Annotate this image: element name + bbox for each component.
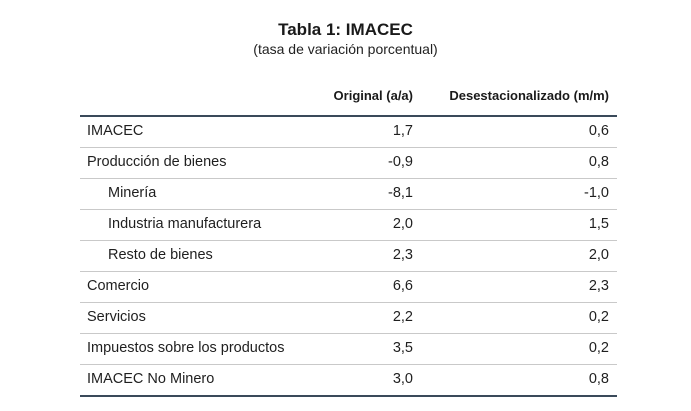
row-desest-value: 0,2 <box>588 340 609 356</box>
table-row: Minería -8,1 -1,0 <box>80 179 617 210</box>
imacec-table: Original (a/a) Desestacionalizado (m/m) … <box>80 84 617 397</box>
row-desest-value: -1,0 <box>584 185 609 201</box>
row-label: Impuestos sobre los productos <box>87 340 285 356</box>
table-row: IMACEC 1,7 0,6 <box>80 117 617 148</box>
row-label: Minería <box>108 185 157 201</box>
row-label: IMACEC No Minero <box>87 371 215 387</box>
table-row: Producción de bienes -0,9 0,8 <box>80 148 617 179</box>
column-header-original: Original (a/a) <box>333 88 413 103</box>
table-row: Resto de bienes 2,3 2,0 <box>80 241 617 272</box>
row-label: Industria manufacturera <box>108 216 262 232</box>
row-label: Servicios <box>87 309 146 325</box>
row-desest-value: 0,6 <box>588 123 609 139</box>
row-desest-value: 0,2 <box>588 309 609 325</box>
table-row: Comercio 6,6 2,3 <box>80 272 617 303</box>
row-original-value: 3,0 <box>392 371 413 387</box>
row-label: Producción de bienes <box>87 154 227 170</box>
table-header: Original (a/a) Desestacionalizado (m/m) <box>80 84 617 112</box>
row-desest-value: 0,8 <box>588 371 609 387</box>
row-label: Comercio <box>87 278 150 294</box>
row-original-value: 2,0 <box>392 216 413 232</box>
row-desest-value: 1,5 <box>588 216 609 232</box>
table-row: Impuestos sobre los productos 3,5 0,2 <box>80 334 617 365</box>
table-top-rule <box>80 115 617 117</box>
row-original-value: 2,3 <box>392 247 413 263</box>
table-row: Servicios 2,2 0,2 <box>80 303 617 334</box>
column-header-desestacionalizado: Desestacionalizado (m/m) <box>449 88 609 103</box>
row-label: IMACEC <box>87 123 144 139</box>
row-desest-value: 2,3 <box>588 278 609 294</box>
row-original-value: 2,2 <box>392 309 413 325</box>
row-original-value: 3,5 <box>392 340 413 356</box>
table-row: IMACEC No Minero 3,0 0,8 <box>80 365 617 397</box>
row-desest-value: 2,0 <box>588 247 609 263</box>
table-subtitle: (tasa de variación porcentual) <box>253 41 438 57</box>
table-row: Industria manufacturera 2,0 1,5 <box>80 210 617 241</box>
row-original-value: -0,9 <box>388 154 413 170</box>
row-desest-value: 0,8 <box>588 154 609 170</box>
row-original-value: 1,7 <box>392 123 413 139</box>
row-original-value: 6,6 <box>392 278 413 294</box>
table-title: Tabla 1: IMACEC <box>278 20 413 39</box>
row-original-value: -8,1 <box>388 185 413 201</box>
row-label: Resto de bienes <box>108 247 213 263</box>
